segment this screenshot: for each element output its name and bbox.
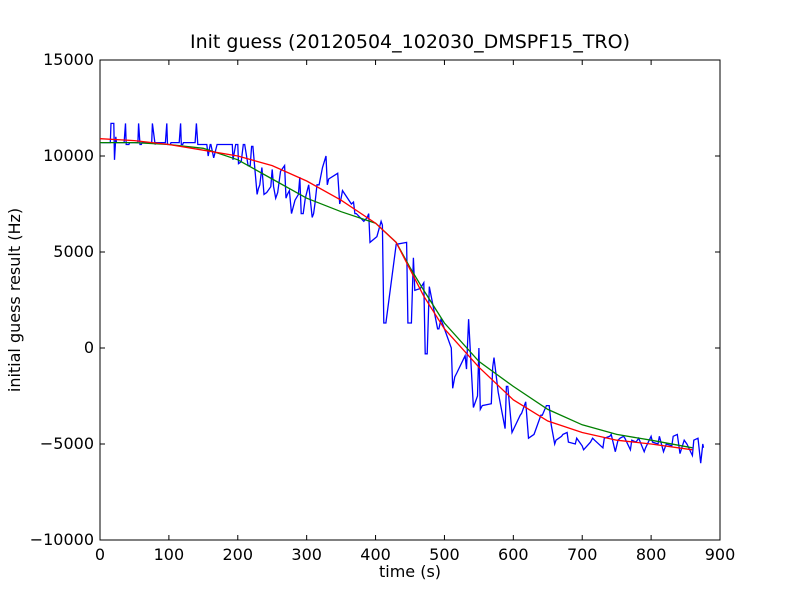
x-tick-label: 600 (498, 545, 529, 564)
x-tick-label: 200 (223, 545, 254, 564)
y-tick-label: 10000 (43, 146, 94, 165)
x-axis-label: time (s) (379, 562, 441, 581)
series-line-3 (99, 138, 693, 451)
x-tick-label: 400 (360, 545, 391, 564)
y-axis: −10000 −5000 0 5000 10000 15000 (30, 50, 720, 549)
x-tick-label: 700 (567, 545, 598, 564)
x-tick-label: 300 (291, 545, 322, 564)
x-tick-label: 100 (154, 545, 185, 564)
x-tick-label: 900 (705, 545, 736, 564)
series-layer (99, 122, 705, 464)
y-tick-label: −10000 (30, 530, 94, 549)
y-tick-label: 0 (84, 338, 94, 357)
series-line-1 (101, 122, 705, 464)
y-tick-label: −5000 (40, 434, 94, 453)
x-tick-label: 0 (95, 545, 105, 564)
y-tick-label: 15000 (43, 50, 94, 69)
x-tick-label: 800 (636, 545, 667, 564)
chart-title: Init guess (20120504_102030_DMSPF15_TRO) (190, 31, 630, 53)
y-axis-label: initial guess result (Hz) (5, 208, 24, 392)
x-tick-label: 500 (429, 545, 460, 564)
plot-area (99, 59, 721, 541)
y-tick-label: 5000 (53, 242, 94, 261)
x-axis: 0 100 200 300 400 500 600 700 800 900 (95, 60, 735, 564)
